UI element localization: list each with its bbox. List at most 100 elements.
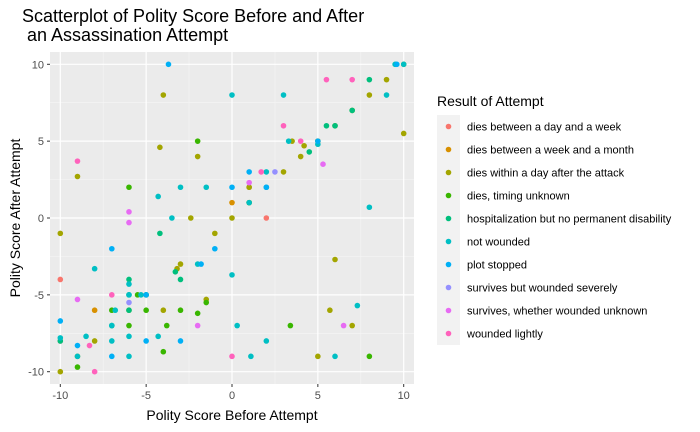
x-axis-title: Polity Score Before Attempt bbox=[146, 407, 317, 423]
data-point bbox=[229, 199, 235, 206]
legend-item: survives, whether wounded unknown bbox=[437, 299, 647, 322]
x-tick-label: 10 bbox=[398, 390, 410, 402]
data-point bbox=[177, 307, 184, 314]
data-point bbox=[280, 169, 287, 175]
data-point bbox=[212, 230, 218, 237]
data-point bbox=[109, 338, 115, 344]
data-point bbox=[229, 92, 235, 98]
data-point bbox=[57, 318, 64, 324]
data-point bbox=[297, 138, 304, 144]
data-point bbox=[383, 76, 390, 83]
data-point bbox=[263, 169, 270, 175]
legend-label: hospitalization but no permanent disabil… bbox=[467, 214, 672, 226]
data-point bbox=[91, 368, 98, 375]
data-point bbox=[366, 76, 373, 83]
data-point bbox=[177, 338, 184, 344]
series-group bbox=[74, 138, 373, 370]
data-point bbox=[157, 144, 163, 151]
data-point bbox=[126, 276, 132, 283]
data-point bbox=[126, 322, 132, 329]
data-point bbox=[109, 245, 115, 252]
data-point bbox=[177, 276, 184, 283]
data-point bbox=[126, 299, 132, 306]
y-axis-title: Polity Score After Attempt bbox=[7, 139, 23, 298]
data-point bbox=[332, 256, 338, 263]
data-point bbox=[91, 265, 98, 272]
data-point bbox=[74, 173, 81, 180]
data-point bbox=[194, 322, 201, 329]
legend-swatch bbox=[445, 215, 452, 222]
legend-label: dies between a day and a week bbox=[467, 122, 622, 134]
legend-label: not wounded bbox=[467, 237, 530, 249]
data-point bbox=[323, 76, 330, 83]
data-point bbox=[366, 92, 373, 98]
y-tick-label: -10 bbox=[28, 367, 44, 379]
data-point bbox=[263, 215, 270, 221]
data-point bbox=[340, 322, 347, 329]
data-point bbox=[169, 215, 175, 221]
legend-label: plot stopped bbox=[467, 260, 527, 272]
y-tick-label: -5 bbox=[34, 290, 44, 302]
legend-label: dies between a week and a month bbox=[467, 145, 634, 157]
legend-item: dies within a day after the attack bbox=[437, 161, 625, 184]
x-tick-label: -10 bbox=[52, 390, 68, 402]
data-point bbox=[246, 169, 252, 175]
data-point bbox=[126, 184, 132, 191]
data-point bbox=[138, 292, 144, 298]
data-point bbox=[194, 310, 201, 317]
data-point bbox=[155, 333, 161, 340]
legend-swatch bbox=[445, 169, 452, 176]
legend-swatch bbox=[445, 238, 452, 245]
data-point bbox=[349, 107, 355, 114]
data-point bbox=[394, 61, 400, 68]
series-group bbox=[74, 161, 347, 329]
legend-label: dies within a day after the attack bbox=[467, 168, 625, 180]
data-point bbox=[229, 353, 235, 360]
data-point bbox=[86, 342, 93, 349]
legend: Result of Attempt dies between a day and… bbox=[437, 93, 672, 345]
data-point bbox=[143, 292, 149, 298]
data-point bbox=[74, 353, 81, 360]
legend-item: not wounded bbox=[437, 230, 530, 253]
data-point bbox=[91, 338, 98, 344]
legend-swatch bbox=[445, 307, 452, 314]
data-point bbox=[285, 138, 292, 144]
data-point bbox=[229, 215, 235, 221]
x-tick-label: 5 bbox=[315, 390, 321, 402]
series-group bbox=[57, 61, 400, 360]
data-point bbox=[315, 138, 321, 144]
legend-label: wounded lightly bbox=[466, 329, 543, 341]
data-point bbox=[109, 322, 115, 329]
data-point bbox=[349, 76, 355, 83]
data-point bbox=[172, 268, 179, 275]
data-point bbox=[160, 348, 167, 355]
data-point bbox=[263, 338, 270, 344]
data-point bbox=[165, 61, 172, 68]
data-point bbox=[246, 184, 252, 191]
data-point bbox=[177, 184, 184, 191]
chart-title-line-2: an Assassination Attempt bbox=[22, 25, 228, 45]
data-point bbox=[109, 353, 115, 360]
legend-item: survives but wounded severely bbox=[437, 276, 618, 299]
series-group bbox=[57, 61, 407, 360]
data-point bbox=[157, 230, 163, 237]
data-point bbox=[234, 322, 240, 329]
data-point bbox=[366, 353, 373, 360]
data-point bbox=[332, 122, 338, 129]
data-point bbox=[315, 353, 321, 360]
legend-item: hospitalization but no permanent disabil… bbox=[437, 207, 672, 230]
data-point bbox=[126, 281, 132, 287]
chart-title-line-1: Scatterplot of Polity Score Before and A… bbox=[22, 6, 364, 26]
data-point bbox=[323, 122, 330, 129]
data-point bbox=[109, 292, 115, 298]
data-point bbox=[248, 353, 254, 360]
legend-label: survives but wounded severely bbox=[467, 283, 618, 295]
data-point bbox=[280, 122, 287, 129]
data-point bbox=[163, 322, 170, 329]
data-point bbox=[143, 307, 149, 314]
legend-item: wounded lightly bbox=[437, 322, 543, 345]
data-point bbox=[126, 333, 132, 340]
legend-swatch bbox=[445, 261, 452, 268]
legend-swatch bbox=[445, 146, 452, 153]
data-point bbox=[258, 169, 264, 175]
